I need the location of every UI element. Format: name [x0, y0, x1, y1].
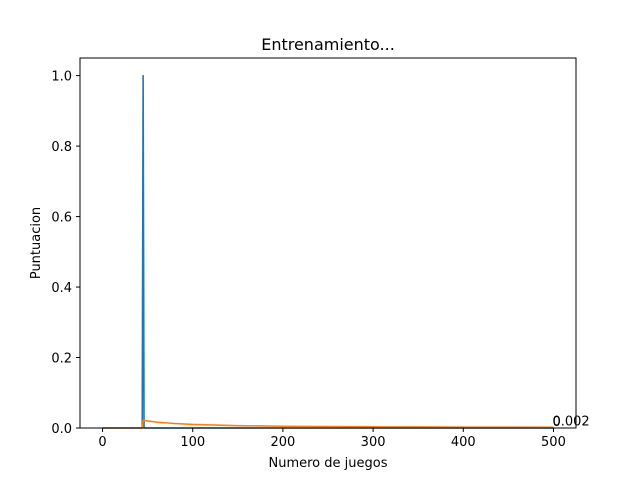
y-tick-label: 0.6: [51, 211, 72, 226]
data-label: 0.002: [552, 414, 589, 429]
y-tick-label: 0.4: [51, 281, 72, 296]
y-tick-label: 1.0: [51, 70, 72, 85]
x-ticks: 0 100 200 300 400 500: [98, 428, 566, 450]
y-axis-label: Puntuacion: [29, 207, 44, 279]
series-line-2: [102, 419, 554, 429]
chart-title: Entrenamiento...: [261, 35, 395, 54]
y-tick-label: 0.0: [51, 422, 72, 437]
x-tick-label: 0: [98, 435, 106, 450]
plot-frame: [79, 57, 577, 429]
x-tick-label: 400: [451, 435, 476, 450]
x-tick-label: 300: [361, 435, 386, 450]
annotations: 00.002: [552, 414, 589, 430]
data-label: 0: [552, 415, 560, 430]
y-tick-label: 0.8: [51, 140, 72, 155]
x-tick-label: 500: [541, 435, 566, 450]
y-ticks: 0.0 0.2 0.4 0.6 0.8 1.0: [51, 70, 80, 437]
x-tick-label: 100: [180, 435, 205, 450]
x-tick-label: 200: [270, 435, 295, 450]
y-tick-label: 0.2: [51, 352, 72, 367]
x-axis-label: Numero de juegos: [269, 456, 388, 471]
